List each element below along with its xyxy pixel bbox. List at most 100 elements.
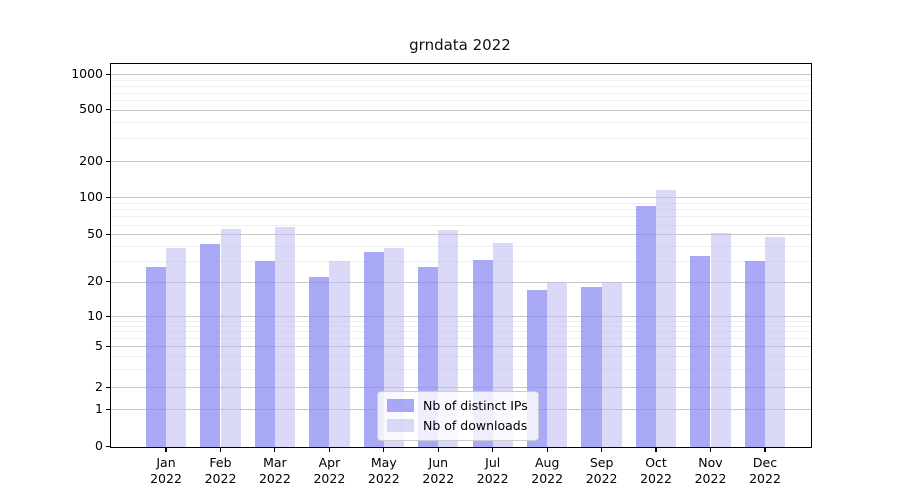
bar-nb-of-downloads-apr <box>329 261 350 447</box>
x-tick-label-jun: Jun 2022 <box>422 455 455 486</box>
gridline-minor-600 <box>111 100 811 102</box>
y-tick-1000 <box>106 73 111 75</box>
gridline-major-50 <box>111 234 811 236</box>
x-tick-feb <box>219 447 222 452</box>
y-tick-label-10: 10 <box>87 307 103 323</box>
plot-area: 0 1 2 5 10 20 50 100 200 500 1000 Jan 2022 Feb 2022 M… <box>71 63 812 486</box>
gridline-major-1000 <box>111 74 811 76</box>
y-tick-500 <box>106 109 111 111</box>
y-tick-1 <box>106 408 111 410</box>
legend-item-distinct-ips: Nb of distinct IPs <box>387 398 528 413</box>
y-tick-label-50: 50 <box>87 225 103 241</box>
bar-nb-of-distinct-ips-sep <box>581 287 602 447</box>
bar-nb-of-downloads-nov <box>710 232 731 447</box>
x-tick-apr <box>328 447 330 452</box>
x-tick-label-feb: Feb 2022 <box>204 455 237 486</box>
y-tick-label-1000: 1000 <box>71 65 103 81</box>
bar-nb-of-downloads-aug <box>547 282 568 447</box>
x-tick-label-jan: Jan 2022 <box>150 455 182 486</box>
x-tick-jan <box>165 447 167 452</box>
y-tick-50 <box>106 233 111 235</box>
y-tick-label-5: 5 <box>95 337 103 353</box>
x-tick-nov <box>709 447 712 452</box>
x-tick-label-oct: Oct 2022 <box>640 455 672 486</box>
x-tick-oct <box>655 447 657 452</box>
bar-nb-of-distinct-ips-oct <box>635 205 656 447</box>
bar-nb-of-distinct-ips-apr <box>309 277 330 447</box>
x-tick-label-nov: Nov 2022 <box>694 455 727 486</box>
gridline-minor-900 <box>111 79 811 81</box>
legend-label-downloads: Nb of downloads <box>423 418 528 433</box>
gridline-minor-8 <box>111 325 811 327</box>
y-tick-label-500: 500 <box>79 101 103 117</box>
x-tick-label-apr: Apr 2022 <box>313 455 346 486</box>
bar-nb-of-distinct-ips-nov <box>690 256 711 447</box>
gridline-minor-800 <box>111 85 811 87</box>
bar-nb-of-downloads-oct <box>656 189 677 447</box>
legend-swatch-distinct-ips <box>387 399 414 412</box>
gridline-minor-700 <box>111 92 811 94</box>
y-tick-label-200: 200 <box>79 152 103 168</box>
gridline-major-100 <box>111 197 811 198</box>
legend: Nb of distinct IPs Nb of downloads <box>377 391 539 441</box>
x-tick-label-dec: Dec 2022 <box>749 455 781 486</box>
y-tick-0 <box>106 446 111 448</box>
gridline-major-500 <box>111 109 811 111</box>
bar-nb-of-downloads-sep <box>601 282 622 447</box>
y-tick-100 <box>106 196 111 198</box>
bar-nb-of-downloads-jan <box>166 247 187 447</box>
y-tick-2 <box>106 386 111 388</box>
x-tick-label-jul: Jul 2022 <box>476 455 509 486</box>
bar-nb-of-downloads-feb <box>220 228 241 447</box>
y-tick-20 <box>106 281 111 283</box>
bar-nb-of-distinct-ips-mar <box>254 261 275 447</box>
gridline-minor-70 <box>111 216 811 218</box>
bar-nb-of-distinct-ips-feb <box>200 243 221 447</box>
gridline-minor-30 <box>111 260 811 262</box>
gridline-minor-40 <box>111 245 811 247</box>
chart-title: grndata 2022 <box>409 36 511 54</box>
gridline-minor-60 <box>111 224 811 226</box>
gridline-minor-90 <box>111 202 811 204</box>
gridline-major-20 <box>111 281 811 283</box>
legend-label-distinct-ips: Nb of distinct IPs <box>423 398 528 413</box>
x-tick-label-sep: Sep 2022 <box>585 455 618 486</box>
bar-nb-of-distinct-ips-jan <box>145 266 166 447</box>
x-tick-label-may: May 2022 <box>367 455 400 486</box>
gridline-minor-400 <box>111 122 811 124</box>
y-tick-5 <box>106 345 111 347</box>
bar-nb-of-distinct-ips-dec <box>744 261 765 447</box>
gridline-minor-80 <box>111 209 811 210</box>
x-tick-mar <box>274 447 276 452</box>
y-tick-label-100: 100 <box>79 188 103 204</box>
x-tick-sep <box>601 447 603 452</box>
y-tick-label-2: 2 <box>95 378 103 394</box>
gridline-major-5 <box>111 346 811 347</box>
x-tick-jun <box>437 447 439 452</box>
gridline-minor-300 <box>111 138 811 140</box>
bar-nb-of-downloads-dec <box>765 236 786 447</box>
x-tick-dec <box>764 447 766 452</box>
x-tick-jul <box>492 447 494 452</box>
gridline-minor-9 <box>111 320 811 322</box>
x-tick-label-aug: Aug 2022 <box>531 455 564 486</box>
x-tick-label-mar: Mar 2022 <box>258 455 291 486</box>
gridline-major-2 <box>111 387 811 388</box>
y-tick-label-0: 0 <box>95 438 103 453</box>
gridline-major-10 <box>111 316 811 317</box>
gridline-minor-4 <box>111 356 811 357</box>
gridline-minor-6 <box>111 338 811 340</box>
y-tick-10 <box>106 315 111 317</box>
y-tick-200 <box>106 160 111 162</box>
y-tick-label-20: 20 <box>87 273 103 289</box>
gridline-minor-3 <box>111 368 811 370</box>
x-tick-may <box>383 447 385 452</box>
y-tick-label-1: 1 <box>95 400 103 416</box>
bar-nb-of-downloads-mar <box>274 226 296 447</box>
gridline-major-200 <box>111 161 811 162</box>
gridline-minor-7 <box>111 331 811 333</box>
legend-item-downloads: Nb of downloads <box>387 418 528 433</box>
x-tick-aug <box>546 447 548 452</box>
legend-swatch-downloads <box>387 419 414 432</box>
